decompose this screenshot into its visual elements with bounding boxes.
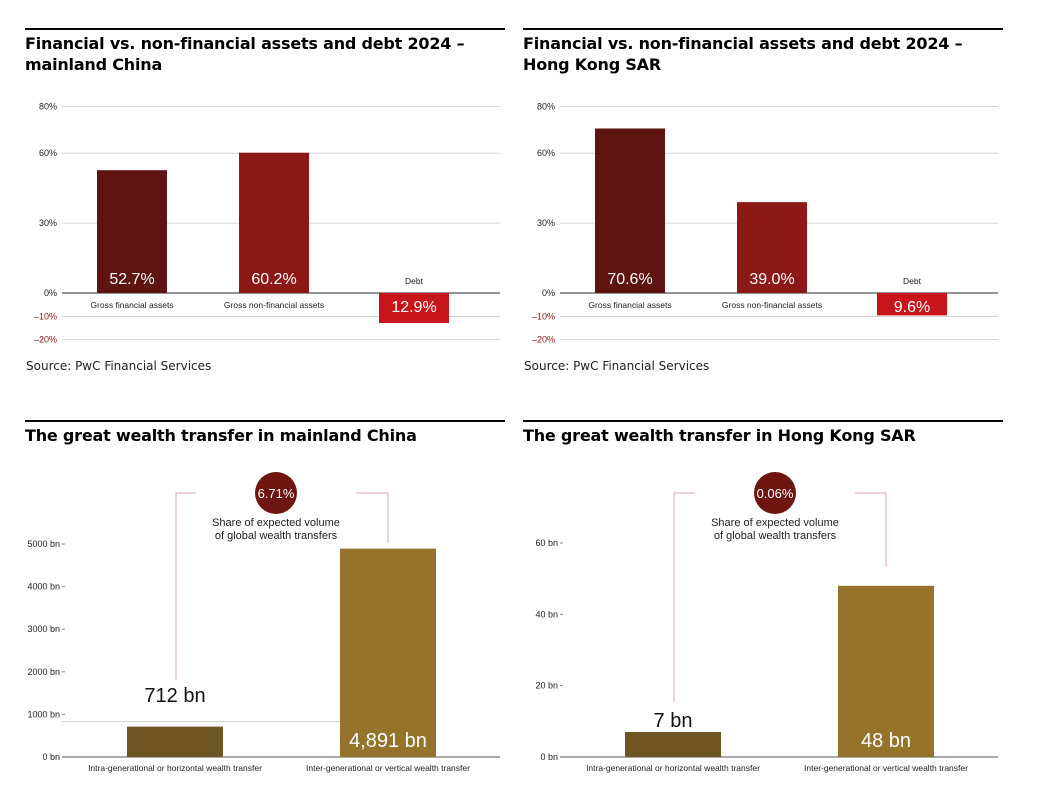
category-label: Inter-generational or vertical wealth tr…: [306, 763, 470, 773]
chart-title: Financial vs. non-financial assets and d…: [523, 34, 963, 74]
y-tick-label: –10%: [34, 311, 57, 321]
y-tick-label: 0 bn: [540, 752, 558, 762]
y-tick-label: 20 bn: [535, 681, 558, 691]
title-rule: [523, 28, 1003, 30]
y-tick-label: 80%: [39, 102, 57, 112]
chart-title: Financial vs. non-financial assets and d…: [25, 34, 465, 74]
y-tick-label: 3000 bn: [27, 624, 60, 634]
value-label: 60.2%: [251, 271, 296, 288]
share-caption: of global wealth transfers: [215, 530, 338, 542]
bar: [379, 293, 449, 324]
title-rule: [523, 420, 1003, 422]
y-tick-label: –20%: [34, 335, 57, 345]
chart-title: The great wealth transfer in Hong Kong S…: [523, 426, 916, 445]
panel-hk-assets: Financial vs. non-financial assets and d…: [523, 28, 1003, 373]
value-label: 712 bn: [144, 685, 205, 707]
source-note: Source: PwC Financial Services: [26, 359, 212, 373]
y-tick-label: 60%: [537, 148, 555, 158]
value-label: 9.6%: [894, 299, 930, 316]
bar: [127, 726, 223, 757]
share-caption: of global wealth transfers: [714, 530, 837, 542]
panel-hk-transfer: The great wealth transfer in Hong Kong S…: [523, 420, 1003, 446]
y-tick-label: 5000 bn: [27, 539, 60, 549]
y-tick-label: 30%: [537, 218, 555, 228]
category-label: Gross financial assets: [588, 300, 671, 310]
y-tick-label: 60 bn: [535, 538, 558, 548]
category-label: Inter-generational or vertical wealth tr…: [804, 763, 968, 773]
y-tick-label: 30%: [39, 218, 57, 228]
value-label: 7 bn: [654, 710, 693, 732]
value-label: 48 bn: [861, 730, 911, 752]
y-tick-label: 4000 bn: [27, 582, 60, 592]
y-tick-label: 0 bn: [42, 752, 60, 762]
chart-title: The great wealth transfer in mainland Ch…: [25, 426, 417, 445]
category-label: Intra-generational or horizontal wealth …: [586, 763, 760, 773]
category-label: Intra-generational or horizontal wealth …: [88, 763, 262, 773]
y-tick-label: 2000 bn: [27, 667, 60, 677]
share-value: 0.06%: [757, 486, 794, 501]
bar: [595, 128, 665, 293]
category-label: Debt: [903, 276, 922, 286]
category-label: Debt: [405, 276, 424, 286]
bar: [239, 152, 309, 293]
y-tick-label: 60%: [39, 148, 57, 158]
share-value: 6.71%: [258, 486, 295, 501]
bar: [625, 732, 721, 757]
title-rule: [25, 28, 505, 30]
y-tick-label: 0%: [542, 288, 555, 298]
bar: [97, 170, 167, 293]
category-label: Gross non-financial assets: [722, 300, 822, 310]
bar: [737, 202, 807, 293]
source-note: Source: PwC Financial Services: [524, 359, 710, 373]
y-tick-label: –20%: [532, 335, 555, 345]
category-label: Gross financial assets: [90, 300, 173, 310]
share-caption: Share of expected volume: [711, 517, 839, 529]
bar: [877, 293, 947, 316]
share-badge: [255, 472, 297, 514]
value-label: 52.7%: [109, 271, 154, 288]
bar: [340, 548, 436, 757]
y-tick-label: 0%: [44, 288, 57, 298]
category-label: Gross non-financial assets: [224, 300, 324, 310]
value-label: 4,891 bn: [349, 730, 427, 752]
value-label: 39.0%: [749, 271, 794, 288]
share-badge: [754, 472, 796, 514]
bar: [838, 585, 934, 757]
value-label: 12.9%: [391, 299, 436, 316]
y-tick-label: 40 bn: [535, 609, 558, 619]
share-caption: Share of expected volume: [212, 517, 340, 529]
y-tick-label: –10%: [532, 311, 555, 321]
y-tick-label: 1000 bn: [27, 709, 60, 719]
panel-china-transfer: The great wealth transfer in mainland Ch…: [25, 420, 505, 446]
y-tick-label: 80%: [537, 102, 555, 112]
panel-china-assets: Financial vs. non-financial assets and d…: [25, 28, 505, 373]
value-label: 70.6%: [607, 271, 652, 288]
title-rule: [25, 420, 505, 422]
